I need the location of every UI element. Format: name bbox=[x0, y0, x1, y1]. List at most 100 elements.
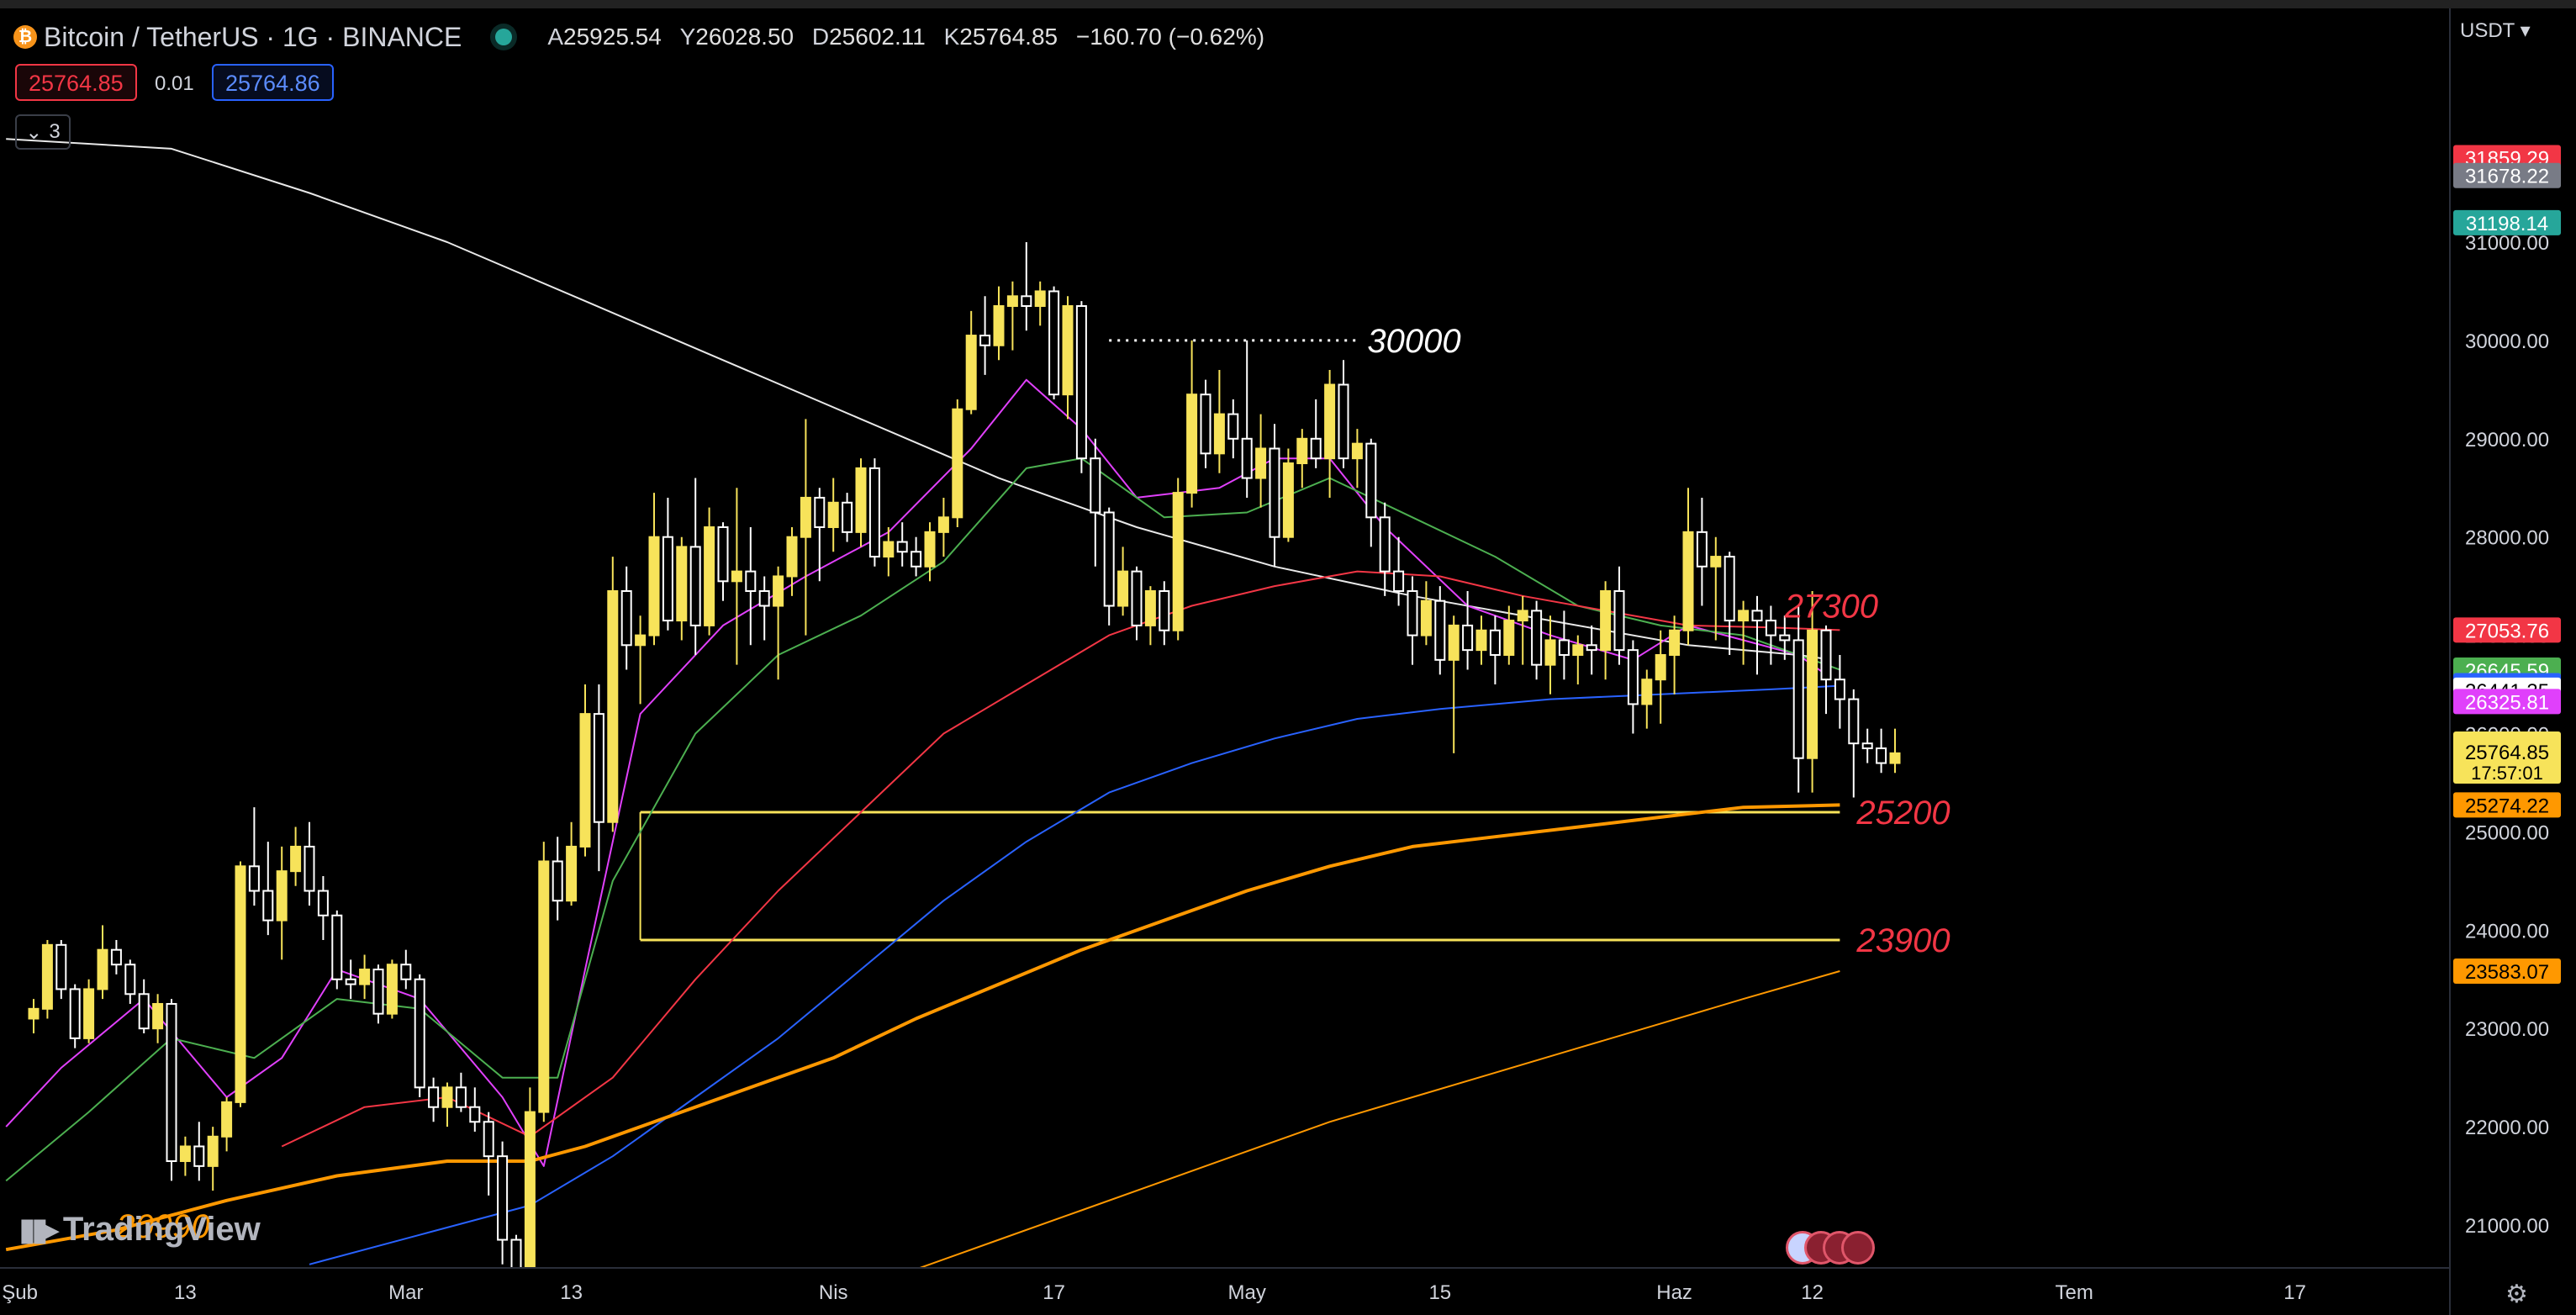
candle-body bbox=[1338, 383, 1349, 460]
price-axis-label: 25274.22 bbox=[2465, 795, 2549, 817]
candle bbox=[1820, 625, 1832, 715]
candle bbox=[510, 1234, 522, 1268]
moving-average-ma_red bbox=[281, 570, 1840, 1148]
candle bbox=[1351, 429, 1363, 489]
candle bbox=[1710, 536, 1722, 641]
candle-body bbox=[441, 1086, 453, 1108]
candle-body bbox=[1351, 442, 1363, 460]
candle-body bbox=[1006, 295, 1018, 307]
price-axis-label-box bbox=[2453, 689, 2561, 715]
economic-events-icons[interactable] bbox=[1786, 1231, 1875, 1265]
candle-body bbox=[1489, 629, 1501, 656]
candle bbox=[1048, 286, 1060, 400]
spread-value: 0.01 bbox=[155, 72, 194, 95]
candle bbox=[1792, 605, 1804, 793]
candle bbox=[248, 807, 260, 906]
candle bbox=[1848, 689, 1860, 798]
candle-body bbox=[1723, 556, 1735, 622]
x-tick-label: May bbox=[1228, 1281, 1266, 1304]
candle bbox=[469, 1087, 481, 1132]
candle bbox=[1861, 728, 1873, 763]
candle bbox=[827, 478, 839, 552]
candle-body bbox=[290, 845, 302, 873]
candle bbox=[317, 876, 329, 940]
candle bbox=[400, 949, 412, 990]
candle bbox=[1876, 728, 1887, 774]
candle-body bbox=[786, 536, 798, 578]
moving-average-ma_orange bbox=[5, 803, 1840, 1252]
candle-body bbox=[455, 1086, 467, 1108]
candle-body bbox=[1434, 599, 1446, 661]
candle-body bbox=[428, 1086, 440, 1108]
candle-body bbox=[110, 948, 122, 966]
candle-body bbox=[911, 551, 922, 568]
price-axis-label: 26325.81 bbox=[2465, 691, 2549, 714]
open-key: A bbox=[547, 24, 564, 50]
candle bbox=[538, 842, 550, 1122]
candle bbox=[262, 842, 274, 936]
candle-body bbox=[689, 546, 701, 626]
candle-body bbox=[1710, 556, 1722, 568]
candle bbox=[979, 296, 991, 375]
candle-body bbox=[1048, 290, 1060, 396]
candle-body bbox=[510, 1238, 522, 1268]
candle-body bbox=[993, 304, 1005, 346]
candle bbox=[1807, 590, 1819, 793]
candle-body bbox=[138, 993, 150, 1030]
candle bbox=[1448, 615, 1460, 753]
candle bbox=[1613, 566, 1625, 665]
candle-body bbox=[1558, 639, 1570, 656]
candle bbox=[1186, 340, 1198, 508]
currency-selector[interactable]: USDT ▾ bbox=[2460, 19, 2531, 42]
candle bbox=[1765, 605, 1776, 665]
candle-body bbox=[304, 845, 315, 892]
candle bbox=[69, 984, 81, 1048]
current-price-box bbox=[2453, 731, 2561, 784]
market-status-icon[interactable] bbox=[495, 29, 513, 45]
price-axis-label-box bbox=[2453, 209, 2561, 235]
candle-body bbox=[55, 943, 67, 990]
candle-body bbox=[1613, 589, 1625, 652]
candle-body bbox=[152, 1002, 164, 1030]
level-label: 25200 bbox=[1855, 795, 1950, 832]
candle-body bbox=[124, 964, 136, 995]
candle bbox=[179, 1136, 191, 1176]
candle-body bbox=[1682, 531, 1694, 631]
symbol-title[interactable]: Bitcoin / TetherUS · 1G · BINANCE bbox=[44, 21, 462, 52]
candle-body bbox=[1792, 639, 1804, 759]
candle-body bbox=[758, 589, 770, 607]
x-tick-label: 13 bbox=[560, 1281, 583, 1304]
candle bbox=[855, 458, 867, 547]
indicators-toggle[interactable]: ⌄ 3 bbox=[15, 114, 71, 150]
tradingview-logo-icon: ▮▮▸ bbox=[18, 1212, 60, 1248]
gear-icon[interactable]: ⚙ bbox=[2505, 1281, 2528, 1308]
candle-body bbox=[28, 1007, 40, 1020]
candle bbox=[1655, 630, 1666, 724]
candle bbox=[110, 939, 122, 974]
sell-price-button[interactable]: 25764.85 bbox=[15, 64, 137, 101]
price-axis-label-box bbox=[2453, 162, 2561, 188]
x-tick-label: Tem bbox=[2056, 1281, 2093, 1304]
candle-body bbox=[1738, 610, 1750, 622]
price-axis-label-box bbox=[2453, 792, 2561, 818]
candle bbox=[924, 522, 936, 582]
candle bbox=[152, 994, 164, 1043]
candle-body bbox=[676, 546, 688, 622]
candle bbox=[1144, 586, 1156, 646]
candle bbox=[1434, 586, 1446, 675]
buy-price-button[interactable]: 25764.86 bbox=[212, 64, 334, 101]
candle bbox=[786, 527, 798, 596]
candle-body bbox=[524, 1111, 536, 1268]
moving-average-ma_blue bbox=[309, 684, 1840, 1265]
candle bbox=[937, 497, 949, 557]
candle-body bbox=[1627, 649, 1639, 705]
candle bbox=[1641, 669, 1653, 729]
candle-body bbox=[868, 467, 880, 558]
candle-body bbox=[952, 408, 963, 519]
candle bbox=[28, 999, 40, 1034]
candle bbox=[758, 576, 770, 641]
low-key: D bbox=[811, 24, 830, 50]
candle bbox=[41, 939, 53, 1019]
candle bbox=[1172, 478, 1184, 641]
